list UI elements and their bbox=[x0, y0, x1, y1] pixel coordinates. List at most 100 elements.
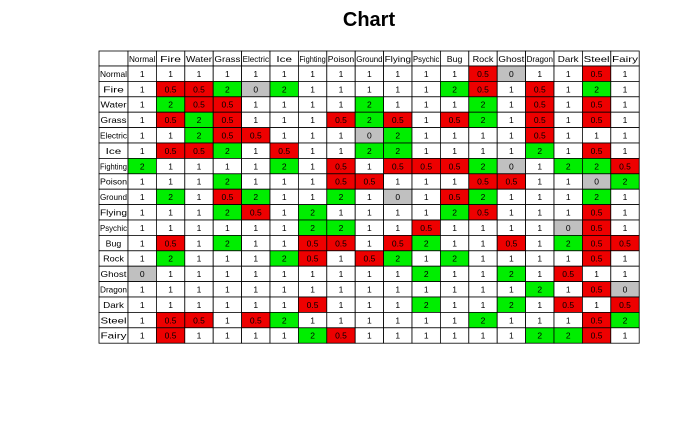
cell-value-label: 1 bbox=[225, 223, 230, 233]
cell-value-label: 2 bbox=[282, 315, 287, 325]
cell-value-label: 0.5 bbox=[193, 84, 205, 94]
cell-value-label: 1 bbox=[140, 315, 145, 325]
cell-value-label: 1 bbox=[594, 131, 599, 141]
heatmap-cell bbox=[610, 327, 640, 344]
cell-value-label: 2 bbox=[424, 300, 429, 310]
cell-value-label: 1 bbox=[566, 254, 571, 264]
row-header-water: Water bbox=[101, 100, 127, 110]
cell-value-label: 1 bbox=[623, 131, 628, 141]
cell-value-label: 2 bbox=[310, 331, 315, 341]
cell-value-label: 1 bbox=[509, 84, 514, 94]
cell-value-label: 1 bbox=[197, 300, 202, 310]
column-header-poison: Poison bbox=[328, 54, 355, 64]
cell-value-label: 1 bbox=[253, 161, 258, 171]
cell-value-label: 2 bbox=[509, 300, 514, 310]
cell-value-label: 2 bbox=[197, 115, 202, 125]
cell-value-label: 1 bbox=[424, 192, 429, 202]
cell-value-label: 1 bbox=[452, 269, 457, 279]
row-header-dragon: Dragon bbox=[100, 285, 127, 295]
cell-value-label: 0.5 bbox=[591, 115, 603, 125]
cell-value-label: 0.5 bbox=[363, 177, 375, 187]
cell-value-label: 2 bbox=[537, 146, 542, 156]
cell-value-label: 1 bbox=[197, 223, 202, 233]
column-header-rock: Rock bbox=[473, 54, 495, 64]
cell-value-label: 2 bbox=[452, 84, 457, 94]
cell-value-label: 2 bbox=[225, 177, 230, 187]
cell-value-label: 1 bbox=[537, 208, 542, 218]
cell-value-label: 0 bbox=[566, 223, 571, 233]
cell-value-label: 1 bbox=[197, 177, 202, 187]
cell-value-label: 1 bbox=[140, 131, 145, 141]
row-header-flying: Flying bbox=[100, 208, 127, 218]
cell-value-label: 2 bbox=[197, 131, 202, 141]
cell-value-label: 0.5 bbox=[307, 238, 319, 248]
cell-value-label: 0.5 bbox=[591, 254, 603, 264]
cell-value-label: 1 bbox=[168, 285, 173, 295]
cell-value-label: 1 bbox=[367, 69, 372, 79]
cell-value-label: 2 bbox=[395, 254, 400, 264]
cell-value-label: 1 bbox=[424, 69, 429, 79]
column-header-grass: Grass bbox=[214, 54, 240, 64]
cell-value-label: 1 bbox=[566, 69, 571, 79]
cell-value-label: 0.5 bbox=[591, 69, 603, 79]
cell-value-label: 0.5 bbox=[562, 300, 574, 310]
cell-value-label: 1 bbox=[509, 131, 514, 141]
cell-value-label: 1 bbox=[367, 223, 372, 233]
cell-value-label: 1 bbox=[282, 269, 287, 279]
cell-value-label: 1 bbox=[594, 300, 599, 310]
cell-value-label: 1 bbox=[395, 331, 400, 341]
cell-value-label: 1 bbox=[566, 177, 571, 187]
cell-value-label: 0.5 bbox=[193, 315, 205, 325]
cell-value-label: 1 bbox=[367, 285, 372, 295]
cell-value-label: 1 bbox=[253, 223, 258, 233]
cell-value-label: 1 bbox=[225, 300, 230, 310]
cell-value-label: 2 bbox=[339, 223, 344, 233]
column-header-water: Water bbox=[186, 54, 212, 64]
cell-value-label: 2 bbox=[310, 223, 315, 233]
cell-value-label: 2 bbox=[310, 208, 315, 218]
cell-value-label: 2 bbox=[481, 315, 486, 325]
cell-value-label: 1 bbox=[537, 254, 542, 264]
column-header-steel: Steel bbox=[584, 54, 610, 64]
cell-value-label: 1 bbox=[339, 269, 344, 279]
cell-value-label: 1 bbox=[310, 100, 315, 110]
cell-value-label: 0.5 bbox=[534, 131, 546, 141]
cell-value-label: 1 bbox=[623, 331, 628, 341]
cell-value-label: 2 bbox=[225, 84, 230, 94]
column-header-fire: Fire bbox=[160, 54, 181, 64]
cell-value-label: 1 bbox=[197, 269, 202, 279]
cell-value-label: 0.5 bbox=[477, 177, 489, 187]
cell-value-label: 1 bbox=[225, 69, 230, 79]
cell-value-label: 1 bbox=[452, 223, 457, 233]
cell-value-label: 1 bbox=[310, 177, 315, 187]
cell-value-label: 1 bbox=[424, 115, 429, 125]
cell-value-label: 0 bbox=[395, 192, 400, 202]
cell-value-label: 0.5 bbox=[591, 285, 603, 295]
cell-value-label: 1 bbox=[282, 238, 287, 248]
row-header-fire: Fire bbox=[103, 84, 124, 94]
cell-value-label: 1 bbox=[140, 223, 145, 233]
cell-value-label: 1 bbox=[282, 115, 287, 125]
cell-value-label: 1 bbox=[452, 331, 457, 341]
cell-value-label: 1 bbox=[253, 177, 258, 187]
cell-value-label: 1 bbox=[452, 131, 457, 141]
cell-value-label: 0.5 bbox=[335, 331, 347, 341]
cell-value-label: 1 bbox=[509, 223, 514, 233]
cell-value-label: 0.5 bbox=[591, 146, 603, 156]
cell-value-label: 1 bbox=[282, 331, 287, 341]
cell-value-label: 1 bbox=[140, 84, 145, 94]
cell-value-label: 1 bbox=[310, 192, 315, 202]
cell-value-label: 1 bbox=[424, 285, 429, 295]
cell-value-label: 0.5 bbox=[335, 238, 347, 248]
cell-value-label: 1 bbox=[395, 269, 400, 279]
cell-value-label: 1 bbox=[282, 223, 287, 233]
cell-value-label: 1 bbox=[140, 192, 145, 202]
cell-value-label: 1 bbox=[168, 223, 173, 233]
cell-value-label: 1 bbox=[623, 84, 628, 94]
cell-value-label: 1 bbox=[623, 208, 628, 218]
cell-value-label: 1 bbox=[509, 315, 514, 325]
cell-value-label: 1 bbox=[424, 131, 429, 141]
cell-value-label: 2 bbox=[225, 146, 230, 156]
cell-value-label: 2 bbox=[395, 131, 400, 141]
cell-value-label: 0.5 bbox=[591, 208, 603, 218]
